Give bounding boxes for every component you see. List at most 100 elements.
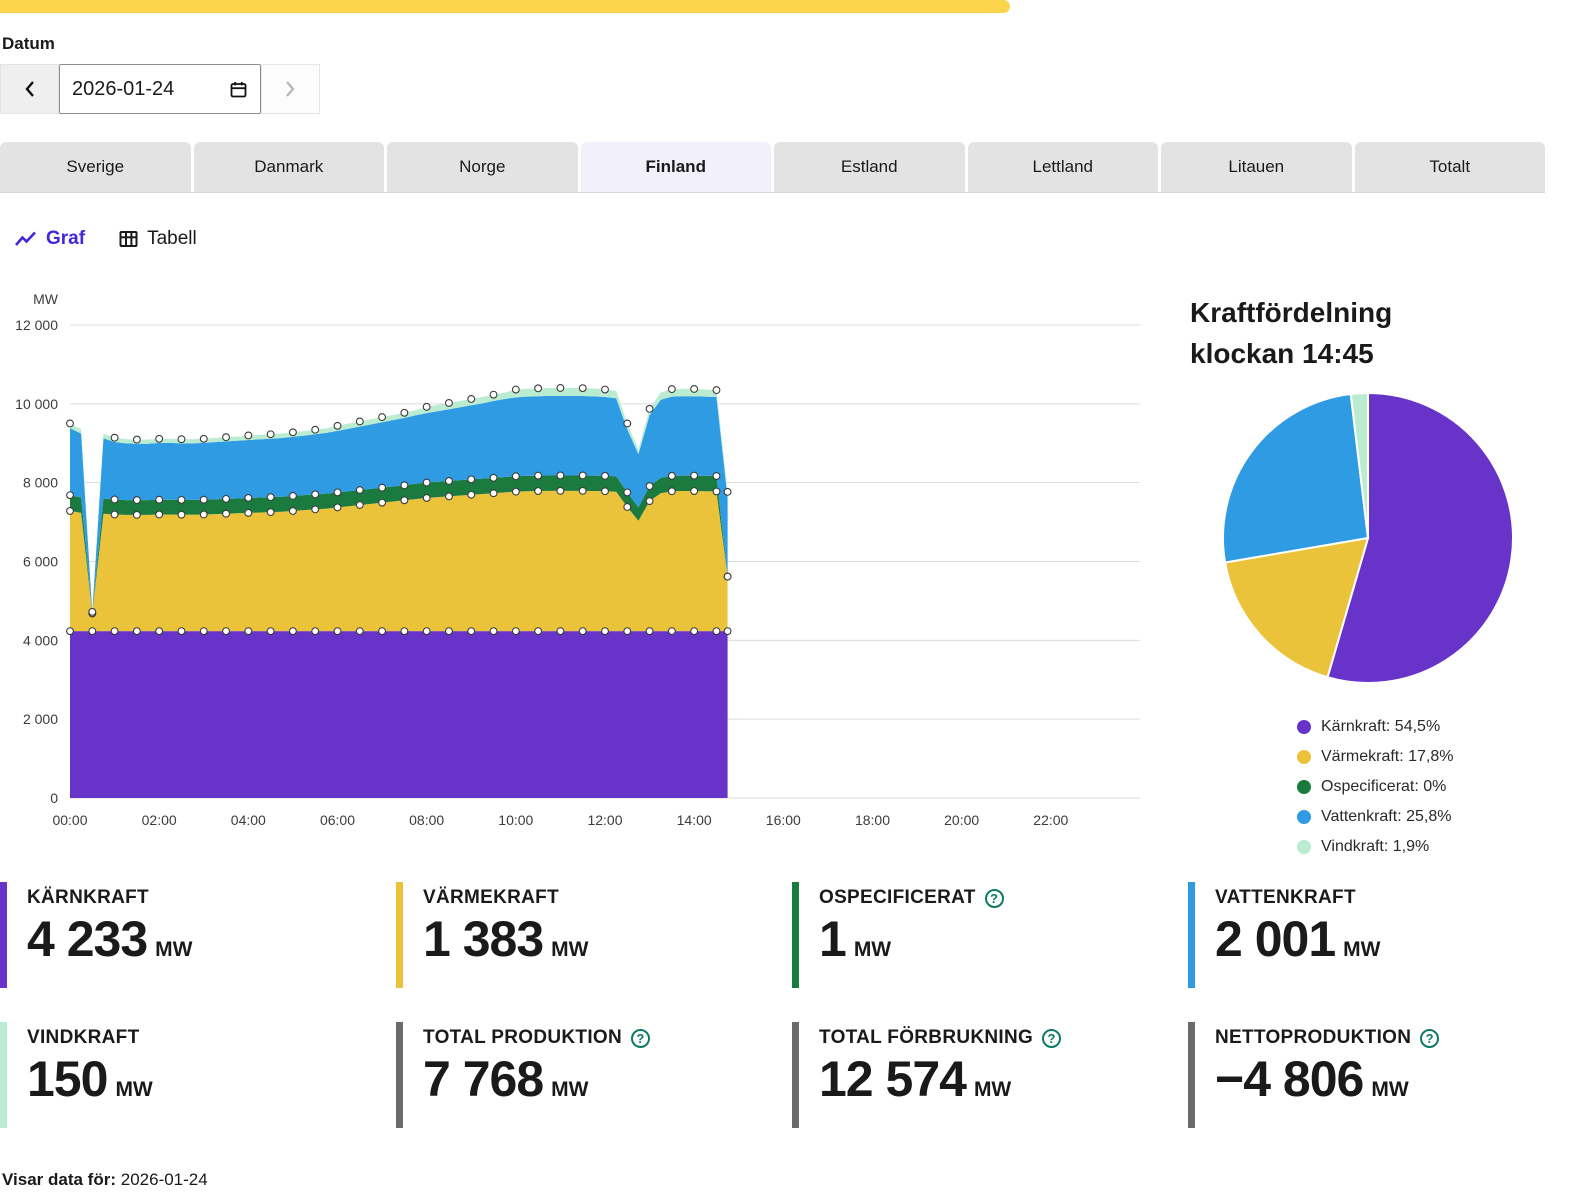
data-point-marker[interactable] — [290, 628, 297, 635]
data-point-marker[interactable] — [557, 628, 564, 635]
data-point-marker[interactable] — [401, 482, 408, 489]
data-point-marker[interactable] — [512, 473, 519, 480]
data-point-marker[interactable] — [111, 628, 118, 635]
data-point-marker[interactable] — [133, 628, 140, 635]
data-point-marker[interactable] — [267, 494, 274, 501]
data-point-marker[interactable] — [724, 488, 731, 495]
tab-norge[interactable]: Norge — [387, 142, 578, 192]
data-point-marker[interactable] — [334, 422, 341, 429]
data-point-marker[interactable] — [468, 476, 475, 483]
help-icon[interactable]: ? — [985, 889, 1004, 908]
data-point-marker[interactable] — [624, 628, 631, 635]
data-point-marker[interactable] — [557, 385, 564, 392]
data-point-marker[interactable] — [446, 628, 453, 635]
data-point-marker[interactable] — [245, 495, 252, 502]
data-point-marker[interactable] — [423, 495, 430, 502]
data-point-marker[interactable] — [111, 511, 118, 518]
data-point-marker[interactable] — [312, 628, 319, 635]
graf-view-button[interactable]: Graf — [14, 228, 85, 250]
help-icon[interactable]: ? — [1042, 1029, 1061, 1048]
data-point-marker[interactable] — [290, 508, 297, 515]
data-point-marker[interactable] — [668, 472, 675, 479]
data-point-marker[interactable] — [713, 488, 720, 495]
data-point-marker[interactable] — [312, 506, 319, 513]
data-point-marker[interactable] — [557, 487, 564, 494]
next-day-button[interactable] — [261, 64, 320, 114]
data-point-marker[interactable] — [223, 628, 230, 635]
data-point-marker[interactable] — [490, 391, 497, 398]
data-point-marker[interactable] — [535, 628, 542, 635]
data-point-marker[interactable] — [156, 435, 163, 442]
data-point-marker[interactable] — [401, 497, 408, 504]
data-point-marker[interactable] — [200, 496, 207, 503]
data-point-marker[interactable] — [89, 628, 96, 635]
data-point-marker[interactable] — [535, 488, 542, 495]
date-input[interactable]: 2026-01-24 — [59, 64, 261, 114]
data-point-marker[interactable] — [512, 488, 519, 495]
data-point-marker[interactable] — [579, 628, 586, 635]
data-point-marker[interactable] — [178, 436, 185, 443]
data-point-marker[interactable] — [267, 431, 274, 438]
help-icon[interactable]: ? — [1420, 1029, 1439, 1048]
data-point-marker[interactable] — [290, 493, 297, 500]
data-point-marker[interactable] — [111, 434, 118, 441]
data-point-marker[interactable] — [713, 473, 720, 480]
data-point-marker[interactable] — [156, 511, 163, 518]
data-point-marker[interactable] — [133, 497, 140, 504]
data-point-marker[interactable] — [646, 483, 653, 490]
data-point-marker[interactable] — [423, 479, 430, 486]
data-point-marker[interactable] — [245, 628, 252, 635]
data-point-marker[interactable] — [724, 573, 731, 580]
data-point-marker[interactable] — [133, 436, 140, 443]
data-point-marker[interactable] — [646, 628, 653, 635]
data-point-marker[interactable] — [401, 409, 408, 416]
data-point-marker[interactable] — [468, 628, 475, 635]
data-point-marker[interactable] — [624, 504, 631, 511]
tabell-view-button[interactable]: Tabell — [119, 228, 197, 250]
data-point-marker[interactable] — [602, 472, 609, 479]
data-point-marker[interactable] — [356, 418, 363, 425]
data-point-marker[interactable] — [446, 478, 453, 485]
data-point-marker[interactable] — [646, 498, 653, 505]
tab-estland[interactable]: Estland — [774, 142, 965, 192]
tab-totalt[interactable]: Totalt — [1355, 142, 1546, 192]
data-point-marker[interactable] — [602, 628, 609, 635]
data-point-marker[interactable] — [133, 511, 140, 518]
data-point-marker[interactable] — [691, 628, 698, 635]
data-point-marker[interactable] — [67, 492, 74, 499]
data-point-marker[interactable] — [267, 628, 274, 635]
data-point-marker[interactable] — [379, 414, 386, 421]
data-point-marker[interactable] — [290, 429, 297, 436]
data-point-marker[interactable] — [223, 434, 230, 441]
data-point-marker[interactable] — [67, 420, 74, 427]
data-point-marker[interactable] — [579, 385, 586, 392]
data-point-marker[interactable] — [356, 487, 363, 494]
data-point-marker[interactable] — [579, 472, 586, 479]
data-point-marker[interactable] — [223, 496, 230, 503]
data-point-marker[interactable] — [468, 396, 475, 403]
data-point-marker[interactable] — [446, 400, 453, 407]
data-point-marker[interactable] — [334, 489, 341, 496]
tab-finland[interactable]: Finland — [581, 142, 772, 192]
data-point-marker[interactable] — [724, 628, 731, 635]
data-point-marker[interactable] — [624, 420, 631, 427]
data-point-marker[interactable] — [156, 496, 163, 503]
data-point-marker[interactable] — [401, 628, 408, 635]
data-point-marker[interactable] — [312, 426, 319, 433]
data-point-marker[interactable] — [379, 484, 386, 491]
data-point-marker[interactable] — [200, 435, 207, 442]
help-icon[interactable]: ? — [631, 1029, 650, 1048]
data-point-marker[interactable] — [490, 474, 497, 481]
data-point-marker[interactable] — [89, 608, 96, 615]
production-area-chart[interactable]: 02 0004 0006 0008 00010 00012 000MW00:00… — [0, 293, 1160, 838]
data-point-marker[interactable] — [713, 628, 720, 635]
data-point-marker[interactable] — [67, 508, 74, 515]
data-point-marker[interactable] — [200, 511, 207, 518]
data-point-marker[interactable] — [156, 628, 163, 635]
data-point-marker[interactable] — [356, 628, 363, 635]
tab-litauen[interactable]: Litauen — [1161, 142, 1352, 192]
data-point-marker[interactable] — [691, 472, 698, 479]
data-point-marker[interactable] — [223, 510, 230, 517]
data-point-marker[interactable] — [668, 488, 675, 495]
data-point-marker[interactable] — [602, 386, 609, 393]
